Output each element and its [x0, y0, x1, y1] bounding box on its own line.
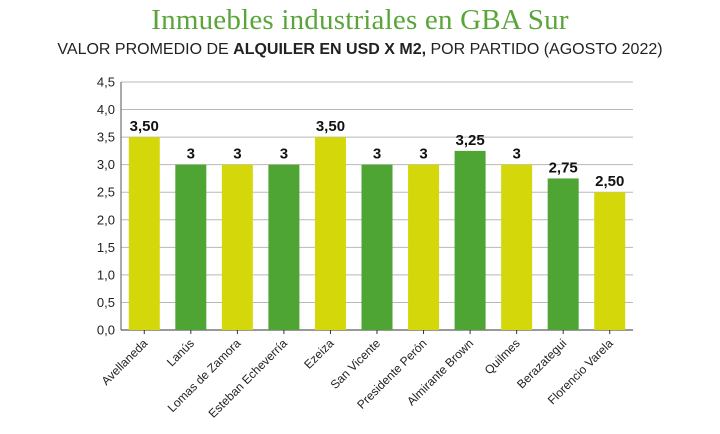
data-label: 3,50 — [316, 118, 345, 135]
bar — [175, 164, 207, 330]
x-tick-label: Esteban Echeverría — [206, 336, 291, 421]
data-label: 2,50 — [595, 173, 624, 190]
bar — [408, 164, 440, 330]
data-label: 2,75 — [549, 159, 578, 176]
chart-title: Inmuebles industriales en GBA Sur — [151, 4, 569, 36]
data-label: 3 — [280, 146, 288, 163]
subtitle-text-start: VALOR PROMEDIO DE — [57, 41, 234, 58]
bar — [361, 164, 393, 330]
bar — [268, 164, 300, 330]
data-label: 3 — [187, 146, 195, 163]
y-tick-label: 1,5 — [97, 240, 115, 255]
data-label: 3,25 — [455, 132, 484, 149]
data-label: 3 — [419, 146, 427, 163]
x-tick-label: Ezeiza — [301, 336, 337, 372]
chart-subtitle: VALOR PROMEDIO DE ALQUILER EN USD X M2, … — [0, 41, 720, 59]
x-tick-label: Avellaneda — [99, 336, 151, 388]
y-tick-label: 2,0 — [97, 212, 115, 227]
bar — [454, 150, 486, 330]
y-tick-label: 0,0 — [97, 323, 115, 338]
data-label: 3 — [373, 146, 381, 163]
x-tick-label: Quilmes — [482, 336, 523, 377]
bar — [547, 178, 579, 330]
y-tick-label: 1,0 — [97, 267, 115, 282]
bar — [594, 192, 626, 330]
y-tick-label: 4,0 — [97, 102, 115, 117]
data-label: 3,50 — [130, 118, 159, 135]
bar — [128, 137, 160, 330]
y-tick-label: 3,5 — [97, 130, 115, 145]
data-label: 3 — [512, 146, 520, 163]
y-tick-label: 0,5 — [97, 295, 115, 310]
y-tick-label: 2,5 — [97, 185, 115, 200]
bar — [314, 137, 346, 330]
subtitle-text-end: POR PARTIDO (AGOSTO 2022) — [426, 41, 663, 58]
x-tick-label: Lanús — [164, 336, 197, 369]
y-tick-label: 4,5 — [97, 75, 115, 90]
bar — [501, 164, 533, 330]
data-label: 3 — [233, 146, 241, 163]
bar — [221, 164, 253, 330]
subtitle-text-bold: ALQUILER EN USD X M2, — [233, 41, 427, 58]
y-tick-label: 3,0 — [97, 157, 115, 172]
